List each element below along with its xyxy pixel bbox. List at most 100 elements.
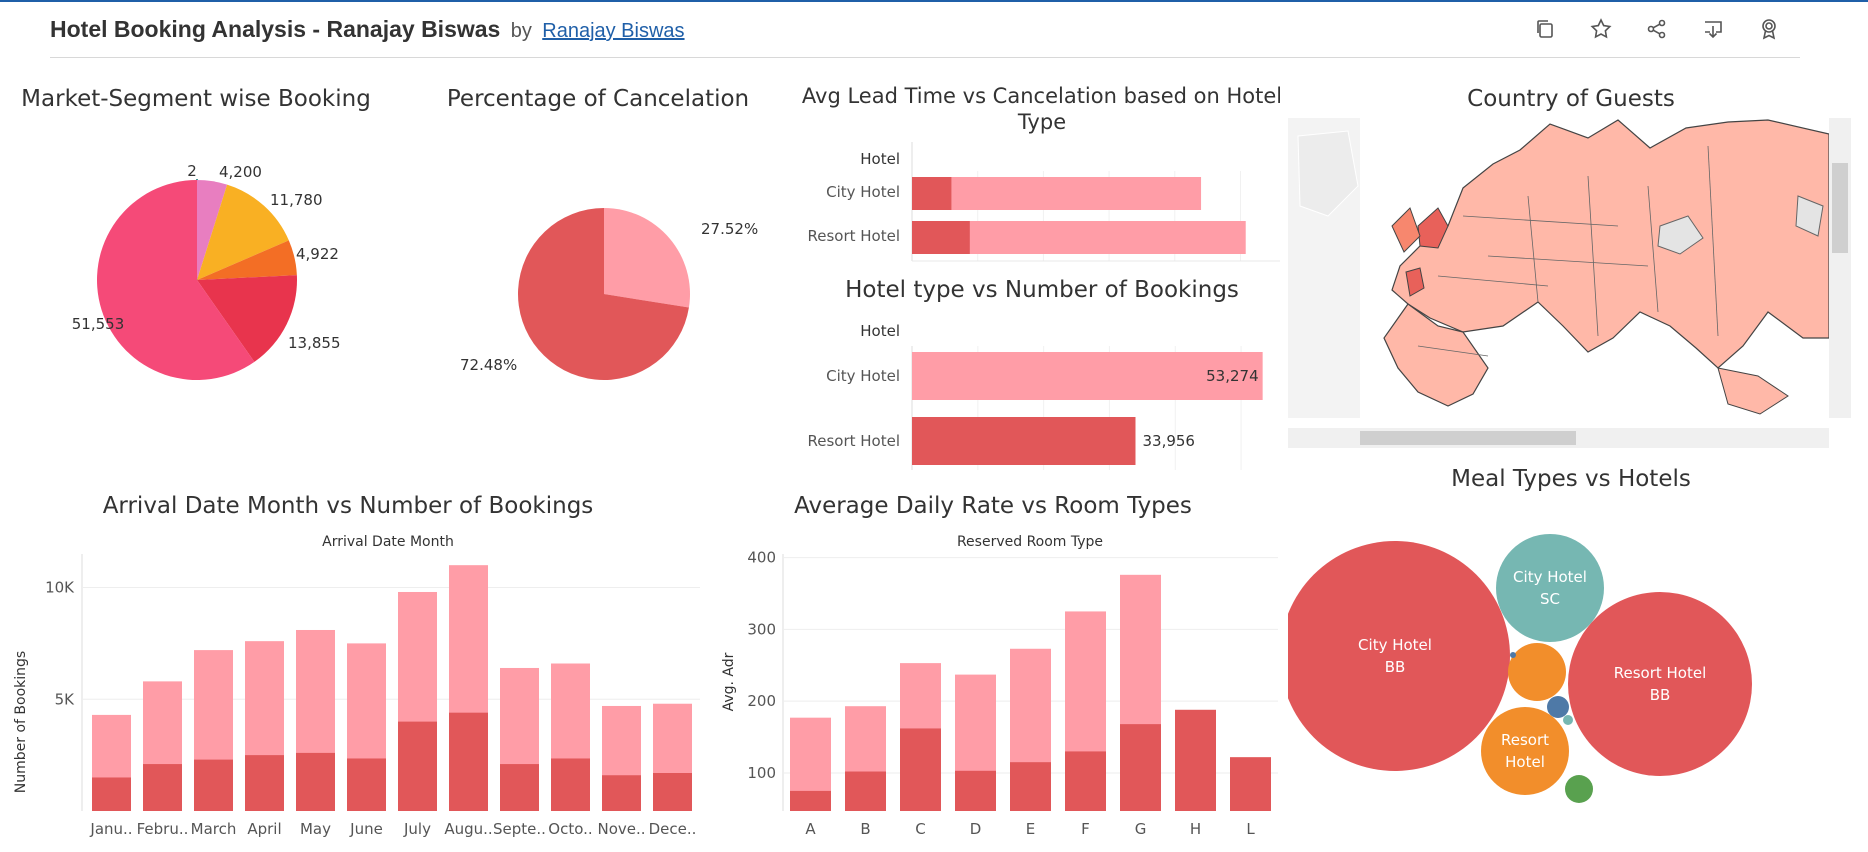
adr-bar-canceled — [900, 728, 941, 811]
favorite-button[interactable] — [1588, 16, 1614, 42]
adr-bar-canceled — [1175, 709, 1216, 811]
meal-bubble-label: BB — [1385, 658, 1406, 676]
market-segment-data-label: 2 — [187, 162, 197, 180]
meal-bubble — [1568, 592, 1752, 776]
adr-bar-canceled — [955, 770, 996, 811]
arrival-month-x-tick: Nove.. — [597, 820, 645, 838]
leadtime-axis-header: Hotel — [860, 150, 900, 168]
adr-x-tick: H — [1190, 820, 1201, 838]
adr-bar-chart: Average Daily Rate vs Room Types Reserve… — [721, 493, 1278, 838]
market-segment-panel: Market-Segment wise Booking 2 4,200 11,780… — [20, 76, 390, 396]
arrival-month-bar-canceled — [602, 775, 641, 811]
map-country-border — [1437, 275, 1549, 287]
adr-bar-canceled — [845, 771, 886, 811]
cancelation-title: Percentage of Cancelation — [447, 86, 749, 112]
map-country-border — [1417, 345, 1489, 357]
market-segment-data-label: 51,553 — [72, 315, 125, 333]
meal-bubble — [1496, 534, 1604, 642]
adr-ylabel: Avg. Adr — [721, 652, 737, 711]
adr-y-tick: 300 — [747, 620, 776, 638]
arrival-month-x-tick: Dece.. — [649, 820, 697, 838]
map-country-highlight — [1417, 207, 1449, 249]
map-country-border — [1462, 215, 1619, 227]
author-link[interactable]: Ranajay Biswas — [542, 20, 685, 42]
arrival-month-x-tick: Octo.. — [548, 820, 592, 838]
hotel-bookings-bar — [912, 352, 1263, 400]
meal-bubble — [1481, 707, 1569, 795]
leadtime-title-line-2: Type — [1017, 110, 1066, 134]
adr-y-tick: 400 — [747, 549, 776, 567]
arrival-month-bar-canceled — [347, 758, 386, 811]
leadtime-bar-canceled — [912, 221, 970, 254]
dashboard-header: Hotel Booking Analysis - Ranajay Biswas … — [50, 14, 1800, 58]
arrival-month-bar-chart: Arrival Date Month vs Number of Bookings… — [13, 493, 700, 838]
meal-bubble — [1563, 715, 1573, 725]
market-segment-slice — [197, 180, 228, 280]
adr-bar-canceled — [1230, 757, 1271, 811]
map-country-border — [1487, 255, 1649, 267]
market-segment-slice — [197, 240, 297, 280]
meal-bubble — [1565, 775, 1593, 803]
map-horizontal-scrollbar-thumb[interactable] — [1360, 431, 1576, 445]
hotel-bookings-bar-chart: Hotel type vs Number of Bookings Hotel C… — [807, 277, 1263, 470]
toolbar — [1532, 16, 1782, 42]
map-land-unselected — [1795, 195, 1824, 237]
market-segment-slice — [197, 275, 298, 362]
download-button[interactable] — [1700, 16, 1726, 42]
cancelation-panel: Percentage of Cancelation 27.52% 72.48% — [420, 76, 780, 396]
arrival-month-bar-canceled — [194, 759, 233, 811]
market-segment-data-label: 4,200 — [219, 163, 262, 181]
market-segment-slice — [197, 184, 289, 280]
map-africa-north — [1383, 303, 1489, 407]
adr-x-tick: G — [1135, 820, 1147, 838]
arrival-month-x-tick: Febru.. — [137, 820, 189, 838]
meal-bubble-label: Resort Hotel — [1614, 664, 1707, 682]
arrival-month-bar-canceled — [500, 764, 539, 811]
badge-button[interactable] — [1756, 16, 1782, 42]
meal-types-panel: Meal Types vs Hotels City Hotel BB City Ho… — [1280, 462, 1868, 850]
cancelation-data-label: 27.52% — [701, 220, 758, 238]
arrival-month-y-tick: 5K — [55, 690, 76, 708]
map-country-highlight — [1405, 267, 1425, 297]
arrival-month-x-tick: March — [191, 820, 237, 838]
by-text: by — [510, 20, 532, 42]
adr-x-tick: F — [1081, 820, 1090, 838]
leadtime-bar-chart: Avg Lead Time vs Cancelation based on Ho… — [802, 84, 1282, 262]
map-vertical-scrollbar-thumb[interactable] — [1832, 163, 1848, 253]
arrival-month-ylabel: Number of Bookings — [13, 651, 29, 793]
adr-bar-canceled — [1010, 762, 1051, 811]
adr-panel: Average Daily Rate vs Room Types Reserve… — [710, 484, 1290, 850]
map-horizontal-scrollbar[interactable] — [1288, 428, 1829, 448]
adr-x-tick: B — [860, 820, 870, 838]
meal-bubble-label: SC — [1540, 590, 1560, 608]
hotel-bookings-data-label: 33,956 — [1142, 432, 1195, 450]
arrival-month-x-tick: July — [403, 820, 431, 838]
arrival-month-x-tick: April — [247, 820, 281, 838]
copy-button[interactable] — [1532, 16, 1558, 42]
top-accent-line — [0, 0, 1868, 2]
meal-bubble-label: City Hotel — [1358, 636, 1432, 654]
meal-bubble-label: Resort — [1501, 731, 1549, 749]
adr-y-tick: 100 — [747, 764, 776, 782]
copy-icon — [1537, 20, 1553, 38]
download-icon — [1705, 21, 1722, 39]
adr-x-tick: E — [1026, 820, 1035, 838]
arrival-month-bar-canceled — [551, 758, 590, 811]
map-country-highlight — [1391, 207, 1421, 253]
map-vertical-scrollbar[interactable] — [1829, 118, 1851, 418]
title-text: Hotel Booking Analysis - Ranajay Biswas — [50, 16, 501, 42]
cancelation-slice — [604, 208, 690, 308]
meal-bubble — [1510, 652, 1516, 658]
meal-bubble — [1280, 541, 1510, 771]
arrival-month-bar-canceled — [296, 752, 335, 811]
share-button[interactable] — [1644, 16, 1670, 42]
map-land-unselected — [1657, 215, 1704, 255]
star-icon — [1590, 18, 1612, 39]
adr-xlabel: Reserved Room Type — [957, 534, 1103, 550]
adr-bar-canceled — [790, 790, 831, 811]
arrival-month-panel: Arrival Date Month vs Number of Bookings… — [0, 484, 710, 850]
hotel-bookings-panel: Hotel type vs Number of Bookings Hotel C… — [790, 270, 1280, 470]
leadtime-category-label: City Hotel — [826, 183, 900, 201]
map-land-unselected — [1297, 130, 1359, 217]
cancelation-pie-chart: Percentage of Cancelation 27.52% 72.48% — [447, 86, 758, 380]
